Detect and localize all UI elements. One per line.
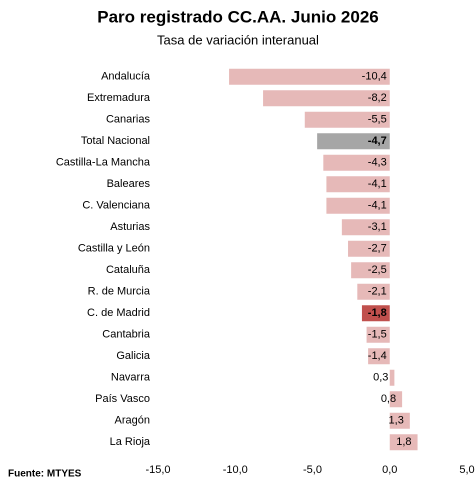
value-label: 1,3: [389, 415, 404, 427]
bar: [326, 197, 390, 214]
chart-title: Paro registrado CC.AA. Junio 2026: [97, 7, 379, 26]
y-tick-label: Castilla y León: [78, 243, 150, 255]
bar: [389, 434, 418, 451]
y-tick-label: C. Valenciana: [82, 200, 151, 212]
y-tick-label: C. de Madrid: [87, 307, 150, 319]
x-tick-label: -5,0: [303, 464, 322, 476]
y-tick-label: Extremadura: [87, 92, 151, 104]
value-label: -4,1: [368, 200, 387, 212]
bar: [348, 240, 390, 257]
y-tick-label: Asturias: [110, 221, 150, 233]
bar: [361, 305, 390, 322]
x-tick-label: -15,0: [145, 464, 170, 476]
value-label: -8,2: [368, 92, 387, 104]
x-tick-label: 0,0: [382, 464, 397, 476]
value-label: -4,3: [368, 157, 387, 169]
value-label: -2,5: [368, 264, 387, 276]
bar: [389, 412, 410, 429]
bar: [368, 348, 390, 365]
value-label: 0,3: [373, 372, 388, 384]
y-tick-label: Castilla-La Mancha: [56, 157, 151, 169]
value-label: 1,8: [396, 436, 411, 448]
value-label: -2,7: [368, 243, 387, 255]
bar: [357, 283, 390, 300]
bar: [229, 68, 390, 85]
value-label: -1,5: [368, 329, 387, 341]
value-label: -5,5: [368, 114, 387, 126]
y-tick-label: Baleares: [107, 178, 151, 190]
bar: [263, 90, 390, 107]
x-tick-label: -10,0: [223, 464, 248, 476]
bar: [389, 391, 403, 408]
value-label: -1,4: [368, 350, 387, 362]
y-tick-label: Aragón: [115, 415, 150, 427]
bar: [317, 133, 390, 150]
bar: [341, 219, 390, 236]
chart-subtitle: Tasa de variación interanual: [157, 32, 319, 47]
bar: [366, 326, 390, 343]
value-label: -1,8: [368, 307, 387, 319]
bar: [326, 176, 390, 193]
y-tick-label: Cantabria: [102, 329, 151, 341]
value-label: 0,8: [381, 393, 396, 405]
y-tick-label: La Rioja: [110, 436, 151, 448]
bar: [351, 262, 390, 279]
bar: [304, 111, 390, 128]
y-tick-label: Andalucía: [101, 71, 151, 83]
y-tick-label: Cataluña: [106, 264, 151, 276]
bar: [323, 154, 390, 171]
y-tick-label: Canarias: [106, 114, 151, 126]
y-tick-label: Galicia: [116, 350, 151, 362]
y-tick-label: País Vasco: [95, 393, 150, 405]
value-label: -2,1: [368, 286, 387, 298]
y-tick-label: Total Nacional: [81, 135, 150, 147]
y-tick-label: R. de Murcia: [88, 286, 151, 298]
value-label: -10,4: [362, 71, 387, 83]
y-tick-label: Navarra: [111, 372, 151, 384]
bar: [389, 369, 395, 386]
x-tick-label: 5,0: [459, 464, 474, 476]
value-label: -4,1: [368, 178, 387, 190]
value-label: -4,7: [368, 135, 387, 147]
value-label: -3,1: [368, 221, 387, 233]
source: Fuente: MTYES: [8, 469, 82, 480]
